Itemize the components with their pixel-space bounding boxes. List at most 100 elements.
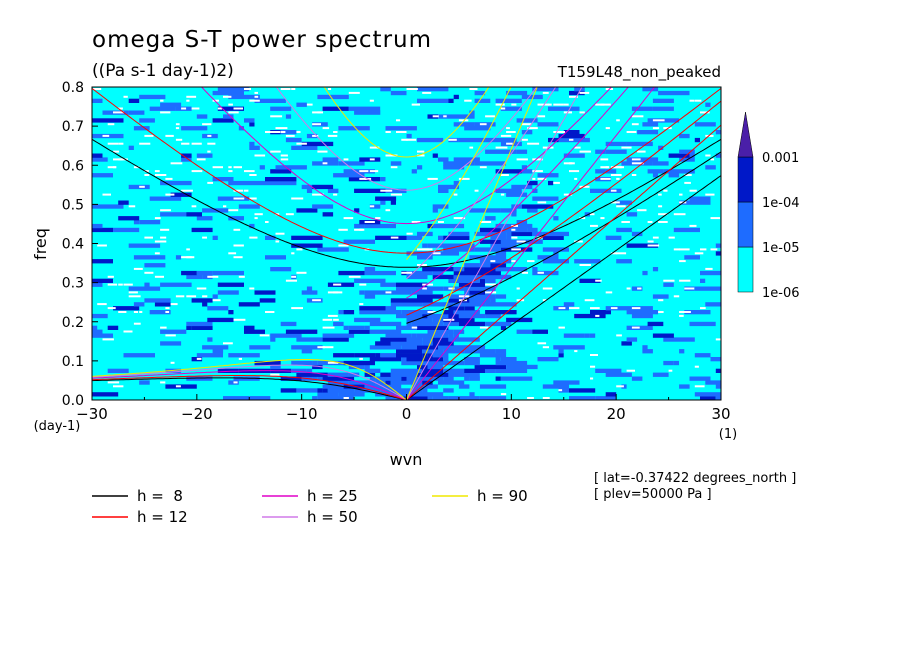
power-cell <box>700 396 716 400</box>
power-cell <box>558 133 585 139</box>
low-power-speckle <box>317 150 328 153</box>
power-cell <box>191 298 213 303</box>
power-cell <box>390 298 417 303</box>
power-cell <box>443 161 475 166</box>
low-power-speckle <box>537 201 547 204</box>
power-cell <box>217 106 244 111</box>
power-cell <box>500 227 517 233</box>
low-power-speckle <box>144 271 154 274</box>
low-power-speckle <box>118 107 123 110</box>
power-cell <box>464 306 475 311</box>
power-cell <box>443 310 454 315</box>
power-cell <box>244 180 265 186</box>
low-power-speckle <box>658 221 668 223</box>
low-power-speckle <box>186 248 190 251</box>
low-power-speckle <box>485 291 497 294</box>
low-power-speckle <box>291 275 296 278</box>
power-cell <box>626 212 638 217</box>
power-cell <box>516 227 528 233</box>
low-power-speckle <box>694 252 704 255</box>
low-power-speckle <box>364 221 375 223</box>
power-cell <box>306 188 313 193</box>
power-cell <box>705 102 711 107</box>
power-cell <box>605 372 632 377</box>
low-power-speckle <box>165 177 173 180</box>
power-cell <box>689 153 695 158</box>
power-cell <box>191 325 213 330</box>
low-power-speckle <box>249 174 257 176</box>
power-cell <box>92 392 119 397</box>
low-power-speckle <box>574 350 578 353</box>
power-cell <box>694 137 700 143</box>
power-cell <box>322 337 349 342</box>
power-cell <box>401 396 428 400</box>
power-cell <box>118 200 129 205</box>
low-power-speckle <box>710 158 715 161</box>
power-cell <box>422 349 444 354</box>
power-cell <box>448 98 454 103</box>
power-cell <box>495 267 528 272</box>
power-cell <box>527 227 538 233</box>
low-power-speckle <box>521 123 532 126</box>
power-cell <box>443 368 465 373</box>
power-cell <box>212 118 234 123</box>
power-cell <box>448 231 470 237</box>
low-power-speckle <box>170 162 183 165</box>
power-cell <box>506 192 528 197</box>
low-power-speckle <box>228 103 233 106</box>
power-cell <box>312 396 318 400</box>
power-cell <box>527 208 538 213</box>
power-cell <box>663 282 674 287</box>
low-power-speckle <box>616 252 627 255</box>
power-cell <box>584 333 590 338</box>
power-cell <box>521 204 554 209</box>
power-cell <box>474 98 491 103</box>
power-cell <box>385 333 412 338</box>
power-cell <box>291 243 323 248</box>
low-power-speckle <box>631 158 641 161</box>
power-cell <box>642 345 648 350</box>
power-cell <box>406 317 433 323</box>
power-cell <box>354 208 360 213</box>
power-cell <box>396 286 417 291</box>
low-power-speckle <box>359 228 363 231</box>
power-cell <box>652 294 669 299</box>
low-power-speckle <box>479 166 487 169</box>
low-power-speckle <box>563 193 573 196</box>
low-power-speckle <box>160 111 171 114</box>
power-cell <box>558 349 564 354</box>
low-power-speckle <box>333 283 342 286</box>
power-cell <box>107 325 119 330</box>
x-tick-label: 0 <box>402 405 412 423</box>
power-cell <box>485 216 496 221</box>
power-cell <box>458 321 486 327</box>
low-power-speckle <box>144 236 153 239</box>
power-cell <box>521 169 533 174</box>
power-cell <box>631 231 643 237</box>
power-cell <box>495 376 501 381</box>
power-cell <box>621 384 627 389</box>
low-power-speckle <box>175 385 181 388</box>
low-power-speckle <box>673 213 686 216</box>
power-cell <box>312 376 318 381</box>
power-cell <box>485 368 496 373</box>
low-power-speckle <box>516 240 526 243</box>
power-cell <box>396 353 423 358</box>
power-cell <box>375 380 386 385</box>
colorbar-segment <box>737 156 754 203</box>
power-cell <box>285 137 302 143</box>
power-cell <box>181 126 208 131</box>
power-cell <box>495 98 522 103</box>
low-power-speckle <box>396 119 401 122</box>
power-cell <box>469 286 496 291</box>
power-cell <box>569 388 596 393</box>
low-power-speckle <box>223 95 232 98</box>
low-power-speckle <box>595 103 605 106</box>
kelvin-wave-curve <box>406 175 721 400</box>
power-cell <box>417 325 449 330</box>
low-power-speckle <box>689 99 695 102</box>
low-power-speckle <box>338 228 348 231</box>
low-power-speckle <box>306 103 313 106</box>
y-tick-label: 0.8 <box>62 80 84 96</box>
